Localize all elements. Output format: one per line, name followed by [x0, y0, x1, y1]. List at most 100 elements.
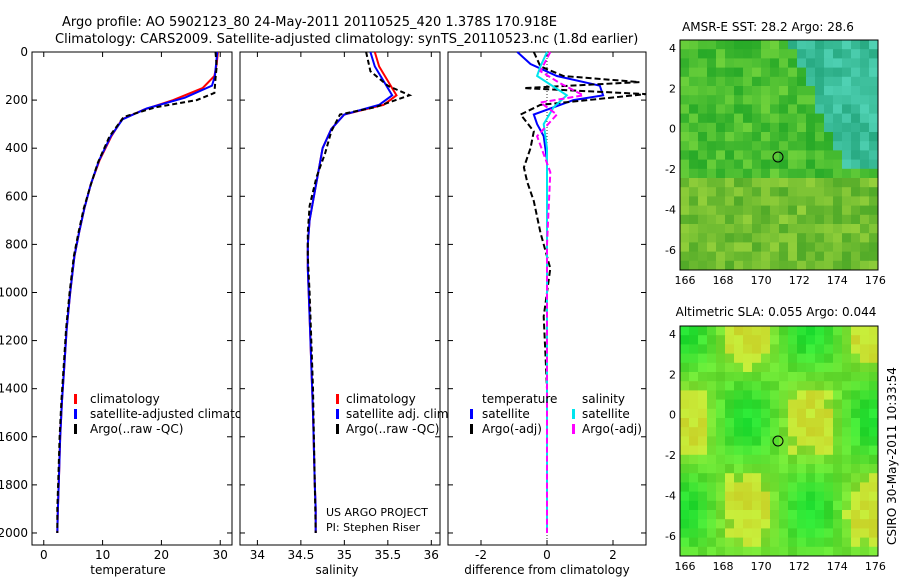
map-cell: [752, 528, 762, 539]
map-cell: [770, 150, 780, 161]
map-cell: [752, 464, 762, 474]
map-cell: [770, 519, 780, 529]
map-cell: [743, 132, 753, 142]
map-cell: [734, 196, 744, 207]
map-cell: [779, 408, 789, 419]
map-cell: [860, 528, 870, 539]
map-cell: [842, 528, 852, 539]
map-cell: [716, 362, 726, 373]
map-cell: [761, 491, 771, 502]
map-cell: [707, 399, 717, 410]
map-cell: [761, 251, 771, 262]
map-cell: [743, 399, 753, 410]
map-cell: [716, 214, 726, 225]
map-cell: [851, 205, 861, 216]
map-cell: [680, 326, 690, 336]
map-cell: [707, 445, 717, 456]
map-cell: [869, 335, 879, 345]
map-cell: [860, 76, 870, 87]
map-cell: [734, 187, 744, 197]
map-cell: [770, 76, 780, 87]
map-cell: [797, 491, 807, 502]
depth-tick-label: 200: [5, 93, 28, 107]
map-cell: [869, 344, 879, 355]
map-cell: [680, 510, 690, 520]
map-cell: [734, 150, 744, 161]
map-cell: [680, 418, 690, 428]
map-cell: [743, 427, 753, 437]
map-cell: [743, 159, 753, 170]
map-cell: [806, 168, 816, 179]
map-cell: [725, 399, 735, 410]
map-cell: [842, 473, 852, 483]
legend-argo: Argo(..raw -QC): [90, 422, 183, 436]
map-cell: [806, 86, 816, 96]
map-cell: [824, 242, 834, 253]
map-cell: [761, 113, 771, 124]
map-cell: [752, 381, 762, 391]
map-cell: [833, 122, 843, 133]
map-cell: [779, 537, 789, 548]
difference-tick-labels: -2 0 2: [448, 51, 646, 562]
map-cell: [734, 168, 744, 179]
map-cell: [815, 196, 825, 207]
map-cell: [725, 205, 735, 216]
map-cell: [797, 335, 807, 345]
map-cell: [743, 454, 753, 465]
map-cell: [743, 224, 753, 234]
map-cell: [824, 335, 834, 345]
map-cell: [707, 242, 717, 253]
map-cell: [689, 528, 699, 539]
map-cell: [752, 454, 762, 465]
map-cell: [689, 187, 699, 197]
map-cell: [824, 40, 834, 50]
map-cell: [833, 159, 843, 170]
map-cell: [824, 113, 834, 124]
map-cell: [680, 86, 690, 96]
map-cell: [842, 76, 852, 87]
map-cell: [725, 40, 735, 50]
map-cell: [779, 178, 789, 188]
map-cell: [842, 159, 852, 170]
map-cell: [779, 436, 789, 447]
map-cell: [770, 196, 780, 207]
map-cell: [734, 408, 744, 419]
map-cell: [689, 482, 699, 493]
map-cell: [788, 418, 798, 428]
map-cell: [824, 326, 834, 336]
map-cell: [743, 344, 753, 355]
map-cell: [752, 86, 762, 96]
map-cell: [680, 168, 690, 179]
map-cell: [779, 353, 789, 364]
map-cell: [725, 546, 735, 557]
map-cell: [725, 500, 735, 511]
temperature-series: [56, 51, 219, 534]
map-cell: [680, 113, 690, 124]
map-cell: [680, 482, 690, 493]
map-cell: [707, 233, 717, 243]
map-cell: [824, 528, 834, 539]
map-cell: [779, 445, 789, 456]
map-cell: [797, 58, 807, 69]
map-cell: [752, 205, 762, 216]
map-cell: [680, 519, 690, 529]
legend-climatology: climatology: [346, 392, 416, 406]
map-cell: [734, 381, 744, 391]
map-cell: [815, 233, 825, 243]
map-cell: [797, 150, 807, 161]
map-cell: [770, 546, 780, 557]
map-cell: [707, 335, 717, 345]
map-cell: [842, 335, 852, 345]
map-cell: [860, 353, 870, 364]
map-cell: [824, 537, 834, 548]
map-cell: [725, 344, 735, 355]
map-cell: [779, 427, 789, 437]
map-cell: [797, 454, 807, 465]
map-cell: [752, 214, 762, 225]
map-cell: [860, 233, 870, 243]
map-cell: [779, 418, 789, 428]
map-cell: [716, 122, 726, 133]
map-cell: [824, 546, 834, 557]
map-cell: [752, 491, 762, 502]
map-cell: [788, 528, 798, 539]
